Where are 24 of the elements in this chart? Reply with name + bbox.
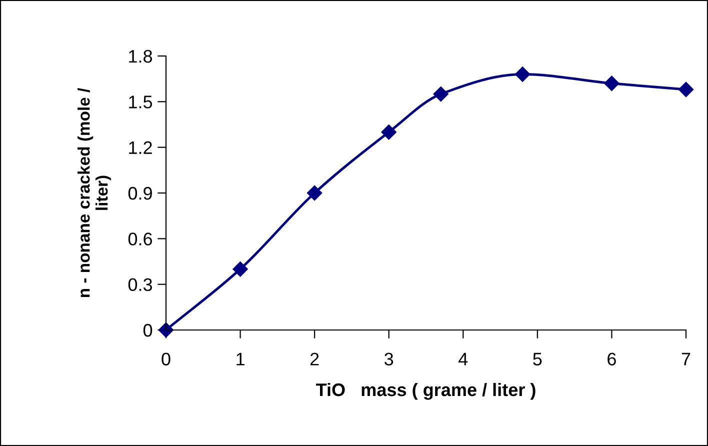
y-tick-label: 0.3 bbox=[128, 278, 152, 292]
point bbox=[232, 262, 248, 277]
x-tick-label: 3 bbox=[384, 352, 394, 366]
x-tick-label: 7 bbox=[682, 352, 690, 366]
point bbox=[678, 82, 694, 98]
y-axis-title: n - nonane cracked (mole / liter) bbox=[78, 88, 112, 298]
point bbox=[604, 76, 620, 91]
x-tick-label: 4 bbox=[458, 352, 468, 366]
y-tick-label: 1.8 bbox=[129, 50, 152, 63]
y-tick-label: 1.5 bbox=[129, 96, 152, 108]
x-tick-label: 1 bbox=[236, 352, 244, 366]
y-tick-label: 0.6 bbox=[128, 232, 152, 246]
x-tick-label: 6 bbox=[608, 352, 616, 366]
x-tick-label: 0 bbox=[162, 352, 170, 366]
y-tick-label: 0 bbox=[143, 324, 152, 337]
y-tick-label: 1.2 bbox=[129, 141, 152, 154]
point bbox=[433, 86, 448, 102]
x-tick-label: 2 bbox=[310, 352, 319, 366]
x-tick-label: 5 bbox=[533, 352, 542, 366]
y-tick-label: 0.9 bbox=[128, 186, 152, 200]
x-axis-title: TiO mass ( grame / liter ) bbox=[316, 382, 536, 400]
point bbox=[307, 185, 322, 201]
point bbox=[381, 124, 396, 140]
point bbox=[515, 66, 530, 82]
